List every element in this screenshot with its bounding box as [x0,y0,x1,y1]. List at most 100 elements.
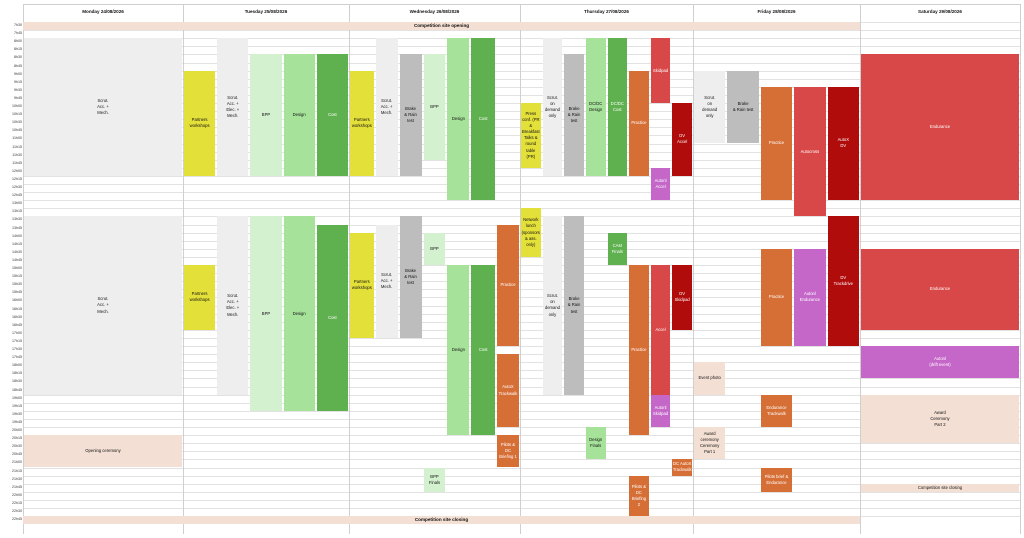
event-sat-autonl: Autonl (drift event) [861,346,1019,379]
event-mon-scrut-2: Scrut. Acc. + Mech. [24,216,182,395]
time-gridline [23,410,1020,412]
time-label: 12h15 [12,176,22,181]
time-label: 11h15 [12,144,22,149]
event-tue-partners-1: Partners workshops [184,70,216,176]
time-label: 19h15 [12,403,22,408]
header-top-border [23,4,1020,5]
time-gridline [23,499,1020,501]
time-gridline [23,297,1020,299]
event-thu-brake-2: Brake & Rain test [564,216,584,395]
event-wed-brake-2: Brake & Rain test [399,216,422,338]
time-gridline [23,362,1020,364]
time-label: 9h30 [14,87,22,92]
time-gridline [23,346,1020,347]
time-label: 12h45 [12,193,22,198]
time-label: 21h45 [12,484,22,489]
day-header: Saturday 29/08/2026 [918,8,962,14]
time-label: 7h30 [14,23,22,27]
event-fri-autocross: Autocross [794,86,826,217]
event-wed-design-1: Design [447,38,470,201]
event-tue-design-2: Design [283,216,315,411]
event-wed-bpp-2: BPP [423,232,446,265]
event-thu-skidpad: Skidpad [650,38,671,103]
day-header: Thursday 27/08/2026 [584,8,629,14]
event-fri-brake: Brake & Rain test [727,70,759,144]
event-thu-accel: Accel [650,265,671,395]
event-tue-partners-2: Partners workshops [184,265,216,330]
time-label: 14h00 [12,233,22,238]
time-label: 16h45 [12,322,22,327]
event-fri-pilots-3: Pilots brief & Endurance [760,467,793,492]
time-gridline [23,370,1020,372]
time-label: 21h15 [12,468,22,473]
event-sat-closing: Competition site closing [861,483,1019,492]
time-label: 11h45 [12,160,22,165]
event-tue-cost-1: Cost [316,54,348,176]
time-label: 16h00 [12,298,22,303]
time-gridline [23,386,1020,388]
event-fri-practice-2: Practice [760,248,793,346]
time-label: 19h45 [12,419,22,424]
time-label: 16h15 [12,306,22,311]
time-gridline [23,273,1020,275]
day-header: Wednesday 26/08/2026 [409,8,460,14]
event-sat-endurance-2: Endurance [861,248,1019,330]
time-label: 14h30 [12,249,22,254]
day-divider [23,4,24,534]
time-label: 12h00 [12,168,22,173]
time-gridline [23,289,1020,291]
event-sat-endurance-1: Endurance [861,54,1019,201]
time-label: 13h45 [12,225,22,230]
site-banner: Competition site opening [23,22,860,31]
event-mon-scrut: Scrut. Acc. + Mech. [24,38,182,176]
time-label: 12h30 [12,185,22,189]
event-thu-dcdc-cost: DC/DC Cost [607,38,628,176]
event-wed-cost-2: Cost [471,265,496,436]
time-gridline [23,354,1020,356]
event-sat-award-2: Award Ceremony Part 2 [861,394,1019,444]
event-thu-scrut-2: Scrut. on demand only [542,216,563,395]
time-label: 20h30 [12,444,22,449]
time-gridline [23,54,1020,56]
time-label: 15h30 [12,282,22,287]
event-mon-opening: Opening ceremony [24,435,182,468]
time-gridline [23,30,1020,32]
event-thu-auaccel: Autonl Accel [650,167,671,201]
time-label: 17h00 [12,330,22,335]
event-thu-auskidpad: Autonl Skidpad [650,394,671,427]
time-gridline [23,167,1020,169]
time-gridline [23,451,1020,453]
event-tue-cost-2: Cost [316,224,348,411]
time-gridline [23,200,1020,202]
day-divider [860,4,861,534]
time-gridline [23,94,1020,96]
day-divider [349,4,350,534]
time-label: 20h00 [12,428,22,432]
day-divider [693,4,694,534]
event-fri-endurance-tw: Endurance Trackwalk [760,394,793,427]
time-gridline [23,184,1020,185]
time-label: 21h30 [12,476,22,481]
time-label: 8h30 [14,55,22,60]
time-label: 13h15 [12,209,22,214]
event-wed-scrut-2: Scrut. Acc. + Mech. [375,224,398,338]
event-fri-autox-dv: AutoX DV [827,86,859,201]
event-tue-bpp-1: BPP [250,54,282,176]
time-gridline [23,394,1020,396]
time-label: 15h00 [12,266,22,270]
time-label: 18h30 [12,379,22,384]
time-gridline [23,86,1020,88]
time-label: 13h00 [12,201,22,206]
time-gridline [23,459,1020,461]
event-thu-practice-1: Practice [629,70,649,176]
event-thu-pilots-2: Pilots & DC Briefing 2 [629,475,649,517]
time-gridline [23,192,1020,194]
time-label: 22h00 [12,492,22,497]
time-label: 13h30 [12,217,22,222]
day-header: Tuesday 25/08/2026 [244,8,288,14]
day-divider [520,4,521,534]
time-gridline [23,483,1020,485]
time-label: 18h15 [12,371,22,376]
time-label: 17h15 [12,338,22,343]
time-gridline [23,62,1020,64]
